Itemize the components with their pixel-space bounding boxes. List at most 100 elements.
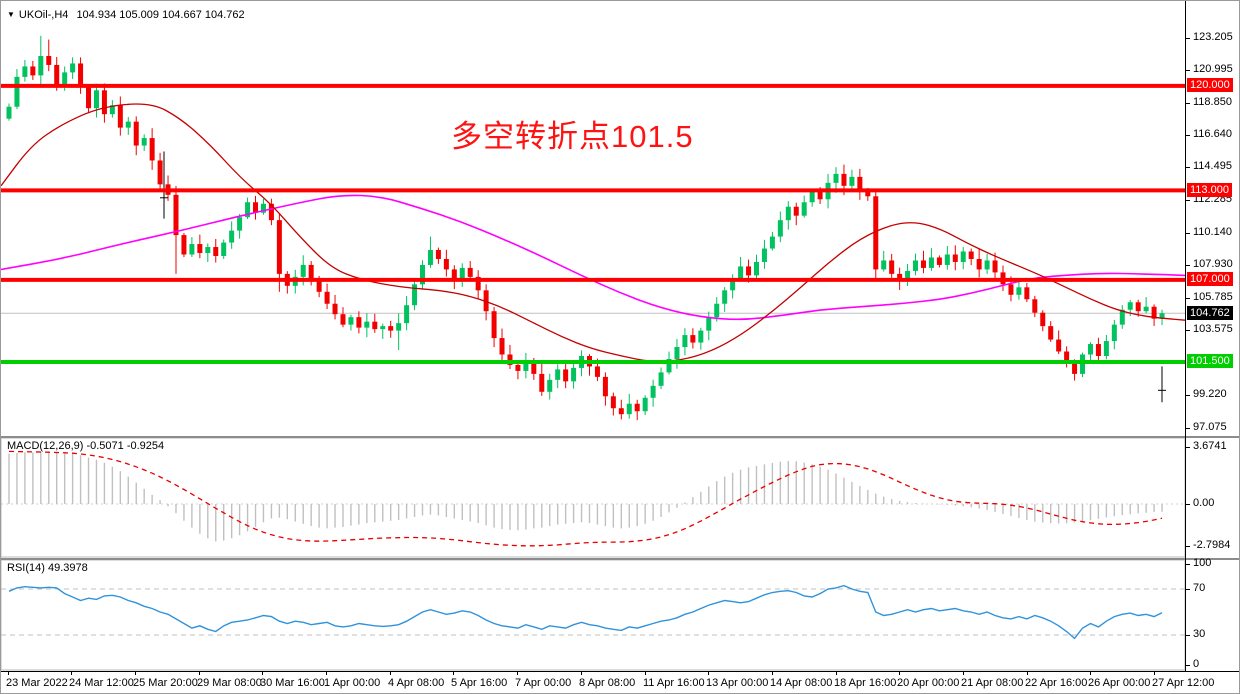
time-axis-tick bbox=[645, 671, 646, 675]
time-axis-tick bbox=[836, 671, 837, 675]
price-axis-label: 116.640 bbox=[1193, 128, 1232, 140]
time-axis-tick bbox=[390, 671, 391, 675]
candle-body bbox=[626, 403, 632, 415]
time-axis-label: 21 Apr 08:00 bbox=[961, 677, 1024, 689]
time-axis-tick bbox=[1027, 671, 1028, 675]
candle-body bbox=[849, 176, 855, 186]
candle-body bbox=[141, 138, 147, 146]
macd-panel-canvas[interactable] bbox=[1, 438, 1240, 558]
candle-body bbox=[483, 290, 489, 312]
candle-body bbox=[944, 254, 950, 265]
candle-body bbox=[1127, 302, 1133, 310]
candle-body bbox=[905, 270, 911, 282]
macd-axis-tick bbox=[1185, 546, 1190, 547]
price-axis-label: 97.075 bbox=[1193, 421, 1227, 433]
candle-body bbox=[714, 303, 720, 318]
time-axis-label: 29 Mar 08:00 bbox=[197, 677, 262, 689]
candle-body bbox=[197, 244, 203, 253]
candle-body bbox=[189, 244, 195, 255]
rsi-axis-tick bbox=[1185, 665, 1190, 666]
candle-body bbox=[1048, 326, 1054, 340]
candle-body bbox=[507, 354, 513, 365]
rsi-panel-border bbox=[1, 560, 1186, 671]
time-axis-label: 18 Apr 16:00 bbox=[834, 677, 897, 689]
time-axis-tick bbox=[1154, 671, 1155, 675]
macd-axis-tick bbox=[1185, 447, 1190, 448]
candle-body bbox=[412, 284, 418, 306]
candle-body bbox=[968, 251, 974, 259]
time-axis-tick bbox=[772, 671, 773, 675]
rsi-label: RSI(14) 49.3978 bbox=[7, 562, 88, 574]
candle-body bbox=[30, 66, 36, 76]
candle-body bbox=[1087, 344, 1093, 355]
candle-body bbox=[332, 303, 338, 315]
rsi-panel-canvas[interactable] bbox=[1, 560, 1240, 671]
candle-body bbox=[857, 176, 863, 191]
macd-axis-label: 3.6741 bbox=[1193, 440, 1227, 452]
candle-body bbox=[1111, 324, 1117, 342]
candle-body bbox=[555, 369, 561, 380]
time-axis-tick bbox=[708, 671, 709, 675]
candle-body bbox=[976, 258, 982, 270]
candle-body bbox=[913, 260, 919, 271]
main-chart-canvas[interactable] bbox=[1, 1, 1240, 437]
candle-body bbox=[658, 372, 664, 386]
candle-body bbox=[38, 55, 44, 76]
candle-body bbox=[706, 317, 712, 331]
candle-body bbox=[746, 266, 752, 276]
candle-body bbox=[1056, 339, 1062, 352]
candle-body bbox=[157, 160, 163, 185]
time-axis-tick bbox=[963, 671, 964, 675]
candle-body bbox=[650, 385, 656, 398]
time-axis-tick bbox=[8, 671, 9, 675]
candle-body bbox=[300, 264, 306, 277]
candle-body bbox=[237, 217, 243, 231]
candle-body bbox=[260, 203, 266, 213]
candle-body bbox=[93, 90, 99, 109]
candle-body bbox=[1103, 341, 1109, 356]
candle-body bbox=[515, 364, 521, 371]
candle-body bbox=[952, 254, 958, 262]
candle-body bbox=[690, 335, 696, 343]
candle-body bbox=[936, 257, 942, 265]
time-axis-label: 13 Apr 00:00 bbox=[706, 677, 769, 689]
price-axis-tick bbox=[1185, 330, 1190, 331]
candle-body bbox=[897, 273, 903, 282]
candle-body bbox=[117, 105, 123, 128]
candle-body bbox=[682, 335, 688, 348]
candle-body bbox=[396, 323, 402, 331]
rsi-axis-tick bbox=[1185, 564, 1190, 565]
level-price-badge: 107.000 bbox=[1187, 272, 1233, 286]
time-axis-label: 26 Apr 00:00 bbox=[1088, 677, 1151, 689]
macd-axis-label: -2.7984 bbox=[1193, 539, 1231, 551]
candle-body bbox=[62, 72, 68, 85]
candle-body bbox=[205, 247, 211, 253]
price-axis-label: 105.785 bbox=[1193, 291, 1233, 303]
candle-body bbox=[1008, 284, 1014, 295]
level-price-badge: 113.000 bbox=[1187, 183, 1232, 197]
candle-body bbox=[960, 251, 966, 262]
price-axis-tick bbox=[1185, 428, 1190, 429]
rsi-axis-label: 70 bbox=[1193, 582, 1206, 594]
candle-body bbox=[642, 397, 648, 412]
time-axis-label: 25 Mar 20:00 bbox=[133, 677, 198, 689]
price-axis-tick bbox=[1185, 298, 1190, 299]
price-axis-tick bbox=[1185, 395, 1190, 396]
chevron-down-icon[interactable]: ▼ bbox=[7, 10, 15, 19]
candle-body bbox=[920, 260, 926, 268]
time-axis-tick bbox=[262, 671, 263, 675]
candle-body bbox=[6, 106, 12, 119]
candle-body bbox=[229, 230, 235, 243]
panel-splitter-rsi[interactable] bbox=[1, 558, 1239, 560]
panel-splitter-macd[interactable] bbox=[1, 436, 1239, 438]
candle-body bbox=[761, 248, 767, 262]
candle-body bbox=[594, 366, 600, 377]
candle-body bbox=[1064, 351, 1070, 364]
candle-body bbox=[698, 330, 704, 343]
candle-body bbox=[1024, 287, 1030, 300]
price-axis-label: 120.995 bbox=[1193, 63, 1233, 75]
candle-body bbox=[475, 276, 481, 291]
candle-body bbox=[499, 338, 505, 355]
time-axis-label: 20 Apr 00:00 bbox=[897, 677, 960, 689]
